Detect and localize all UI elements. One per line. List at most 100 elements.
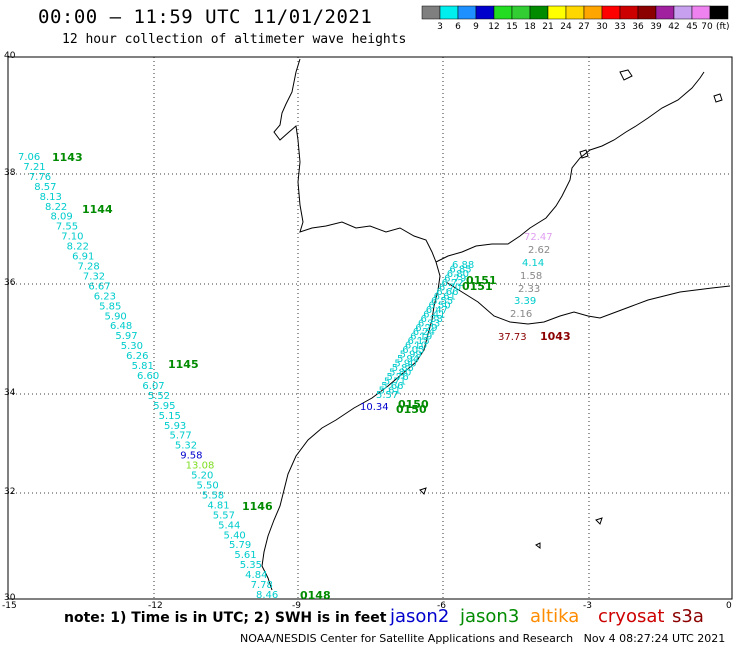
med-track-value: 37.73	[498, 332, 527, 343]
west-track-value: 5.58	[202, 490, 224, 501]
colorbar-swatch	[547, 5, 567, 20]
satellite-legend-item: jason2	[390, 606, 450, 627]
west-track-value: 5.52	[148, 391, 170, 402]
lon-label: 0	[726, 601, 732, 611]
east-track-value: 5.61	[379, 386, 401, 397]
east-track-value: 6.72	[442, 278, 464, 289]
west-track-value: 7.55	[56, 222, 78, 233]
colorbar-tick: 9	[473, 22, 479, 32]
east-track-value: 6.05	[402, 345, 424, 356]
east-track-value: 6.55	[431, 296, 453, 307]
west-track-value: 8.57	[34, 182, 56, 193]
page-subtitle: 12 hour collection of altimeter wave hei…	[62, 32, 407, 47]
east-track-value: 5.57	[376, 390, 398, 401]
east-track-time-label: 0151	[466, 274, 497, 287]
lon-label: -3	[583, 601, 592, 611]
west-track-value: 6.48	[110, 321, 132, 332]
west-track-value: 5.81	[132, 361, 154, 372]
west-track-value: 7.28	[78, 262, 100, 273]
colorbar-tick: 33	[614, 22, 626, 32]
med-track-value: 4.14	[522, 258, 544, 269]
credit-text: NOAA/NESDIS Center for Satellite Applica…	[240, 632, 574, 645]
east-track-value: 6.50	[428, 300, 450, 311]
west-track-value: 6.91	[72, 252, 94, 263]
west-track-time-label: 1144	[82, 203, 113, 216]
west-track-value: 8.22	[67, 242, 89, 253]
colorbar-tick: 42	[668, 22, 680, 32]
colorbar-tick: 18	[524, 22, 536, 32]
west-track-value: 7.10	[61, 232, 83, 243]
west-track-value: 5.40	[224, 530, 246, 541]
satellite-legend-item: cryosat	[598, 606, 665, 627]
west-track-value: 5.90	[105, 311, 127, 322]
west-track-value: 6.60	[137, 371, 159, 382]
west-track-value: 6.07	[142, 381, 164, 392]
colorbar-tick: 6	[455, 22, 461, 32]
colorbar-swatch	[673, 5, 693, 20]
lon-label: -12	[148, 601, 163, 611]
colorbar-unit: (ft)	[716, 22, 730, 32]
east-track-value: 6.61	[434, 291, 456, 302]
west-track-value: 5.77	[169, 431, 191, 442]
footer-credit: NOAA/NESDIS Center for Satellite Applica…	[240, 632, 725, 645]
east-track: 6.886.856.806.796.726.706.666.616.556.50…	[360, 260, 497, 416]
colorbar-tick: 15	[506, 22, 518, 32]
colorbar-swatch	[529, 5, 549, 20]
west-track-time-label: 1143	[52, 151, 83, 164]
east-track-value: 5.66	[381, 381, 403, 392]
med-track-value: 2.62	[528, 245, 550, 256]
lat-label: 30	[4, 593, 16, 603]
colorbar-tick: 30	[596, 22, 608, 32]
east-track-value: 6.29	[415, 323, 437, 334]
west-track-value: 8.22	[45, 202, 67, 213]
west-track-value: 5.61	[234, 550, 256, 561]
east-track-value: 6.10	[405, 341, 427, 352]
graticule	[8, 57, 732, 599]
west-track-value: 4.84	[245, 570, 267, 581]
colorbar-tick: 27	[578, 22, 590, 32]
west-track-value: 7.76	[29, 172, 51, 183]
lat-label: 40	[4, 51, 16, 61]
east-track-value: 5.71	[384, 377, 406, 388]
satellite-legend-item: jason3	[460, 606, 520, 627]
west-track-value: 7.06	[18, 152, 40, 163]
colorbar-swatch	[691, 5, 711, 20]
west-track-value: 13.08	[186, 461, 215, 472]
west-track-value: 6.26	[126, 351, 148, 362]
east-track-value: 5.99	[400, 350, 422, 361]
map-frame	[7, 56, 733, 600]
colorbar-swatch	[565, 5, 585, 20]
colorbar-swatch	[709, 5, 729, 20]
colorbar-tick: 24	[560, 22, 572, 32]
colorbar-tick: 70	[701, 22, 713, 32]
med-track-value: 2.16	[510, 309, 532, 320]
colorbar-swatch	[493, 5, 513, 20]
west-track-value: 6.67	[88, 281, 110, 292]
east-track-value: 5.94	[397, 354, 419, 365]
west-track-value: 8.46	[256, 590, 278, 601]
lon-label: -15	[2, 601, 17, 611]
colorbar-tick: 36	[632, 22, 644, 32]
west-track-value: 8.09	[50, 212, 72, 223]
east-track-value: 6.41	[423, 309, 445, 320]
east-track-value: 6.85	[449, 264, 471, 275]
west-track-value: 5.79	[229, 540, 251, 551]
west-track-value: 7.78	[251, 580, 273, 591]
colorbar-swatch	[583, 5, 603, 20]
west-track-value: 6.23	[94, 291, 116, 302]
east-track-value: 6.15	[407, 336, 429, 347]
lat-label: 34	[4, 388, 16, 398]
east-track-value: 6.33	[418, 318, 440, 329]
west-track-value: 5.35	[240, 560, 262, 571]
lat-label: 38	[4, 168, 16, 178]
east-track-value: 6.79	[444, 273, 466, 284]
east-track-value: 5.80	[389, 368, 411, 379]
satellite-legend-item: altika	[530, 606, 580, 627]
lat-label: 36	[4, 278, 16, 288]
west-track-value: 5.15	[159, 411, 181, 422]
west-track-value: 7.21	[23, 162, 45, 173]
med-track-value: 72.47	[524, 232, 553, 243]
colorbar-swatch	[601, 5, 621, 20]
east-track-value: 5.90	[394, 359, 416, 370]
east-track-value: 6.80	[447, 269, 469, 280]
